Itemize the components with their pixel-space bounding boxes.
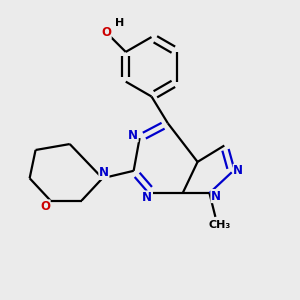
Text: O: O [40, 200, 50, 213]
Text: N: N [99, 167, 109, 179]
Text: O: O [101, 26, 111, 39]
Text: N: N [233, 164, 243, 177]
Text: N: N [128, 129, 138, 142]
Text: N: N [211, 190, 221, 202]
Text: H: H [115, 18, 124, 28]
Text: N: N [141, 191, 152, 204]
Text: CH₃: CH₃ [209, 220, 231, 230]
